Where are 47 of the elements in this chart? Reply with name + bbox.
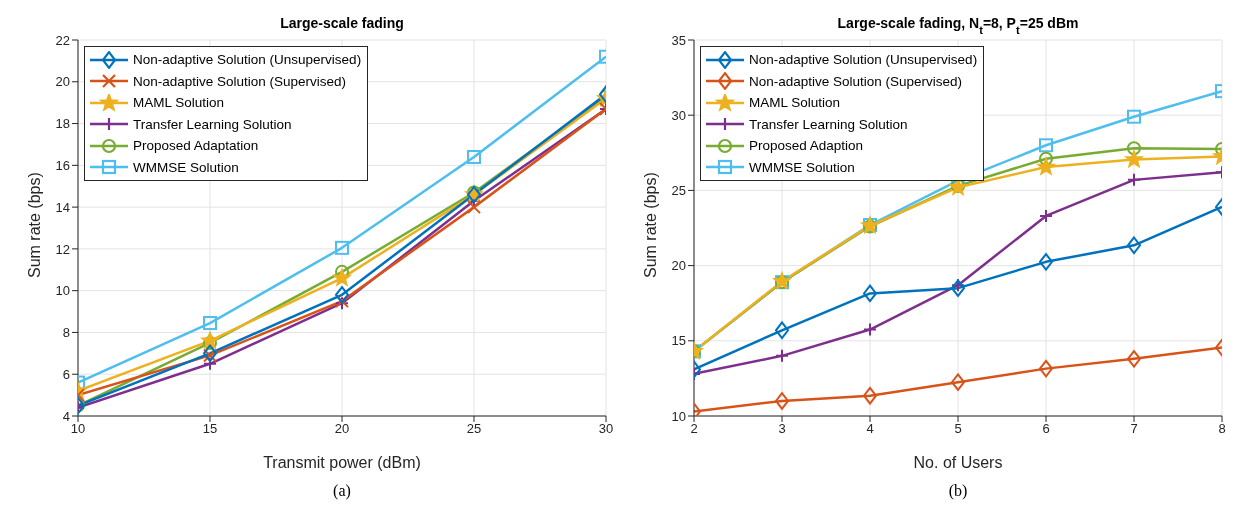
y-axis-title: Sum rate (bps) <box>641 172 659 278</box>
x-axis-title: Transmit power (dBm) <box>263 454 421 471</box>
x-tick-label: 7 <box>1130 421 1138 437</box>
legend-label: MAML Solution <box>749 94 841 112</box>
y-tick-label: 22 <box>55 32 70 48</box>
y-tick-label: 25 <box>671 183 686 199</box>
legend-label: Non-adaptive Solution (Supervised) <box>749 72 963 91</box>
legend-label: Proposed Adaption <box>749 137 864 155</box>
legend-label: Non-adaptive Solution (Supervised) <box>133 72 347 91</box>
y-tick-label: 10 <box>55 283 70 299</box>
y-axis-title: Sum rate (bps) <box>25 172 43 278</box>
legend-label: MAML Solution <box>133 94 225 112</box>
x-tick-label: 15 <box>202 421 218 437</box>
x-tick-label: 25 <box>466 421 482 437</box>
y-tick-label: 14 <box>55 199 70 215</box>
legend-label: Proposed Adaptation <box>133 137 259 155</box>
legend-label: WMMSE Solution <box>133 158 239 177</box>
y-tick-label: 10 <box>671 408 686 424</box>
x-tick-label: 2 <box>690 421 698 437</box>
legend-label: Transfer Learning Solution <box>749 115 908 134</box>
y-tick-label: 20 <box>55 74 70 90</box>
text: (b) <box>947 482 969 500</box>
x-axis-title: No. of Users <box>913 454 1003 471</box>
y-tick-label: 35 <box>671 32 686 48</box>
x-tick-label: 30 <box>598 421 614 437</box>
y-tick-label: 20 <box>671 258 686 274</box>
legend-label: WMMSE Solution <box>749 158 855 177</box>
x-tick-label: 3 <box>778 421 786 437</box>
x-tick-label: 4 <box>866 421 874 437</box>
x-tick-label: 20 <box>334 421 350 437</box>
legend-label: Non-adaptive Solution (Unsupervised) <box>133 51 362 69</box>
chart-title: Large-scale fading <box>280 15 404 31</box>
y-tick-label: 16 <box>55 157 70 173</box>
y-tick-label: 15 <box>671 333 686 349</box>
x-tick-label: 6 <box>1042 421 1050 437</box>
x-tick-label: 8 <box>1218 421 1226 437</box>
y-tick-label: 18 <box>55 116 70 132</box>
legend-label: Non-adaptive Solution (Unsupervised) <box>749 51 978 69</box>
legend-label: Transfer Learning Solution <box>133 115 292 134</box>
y-tick-label: 6 <box>62 366 70 382</box>
y-tick-label: 12 <box>55 241 70 257</box>
y-tick-label: 30 <box>671 107 686 123</box>
text: (a) <box>332 482 352 500</box>
y-tick-label: 4 <box>62 408 70 424</box>
x-tick-label: 5 <box>954 421 962 437</box>
chart-title: Large-scale fading, N$_{t}$=8, P$_{t}$=25 dBm <box>837 15 1079 36</box>
y-tick-label: 8 <box>62 325 70 341</box>
